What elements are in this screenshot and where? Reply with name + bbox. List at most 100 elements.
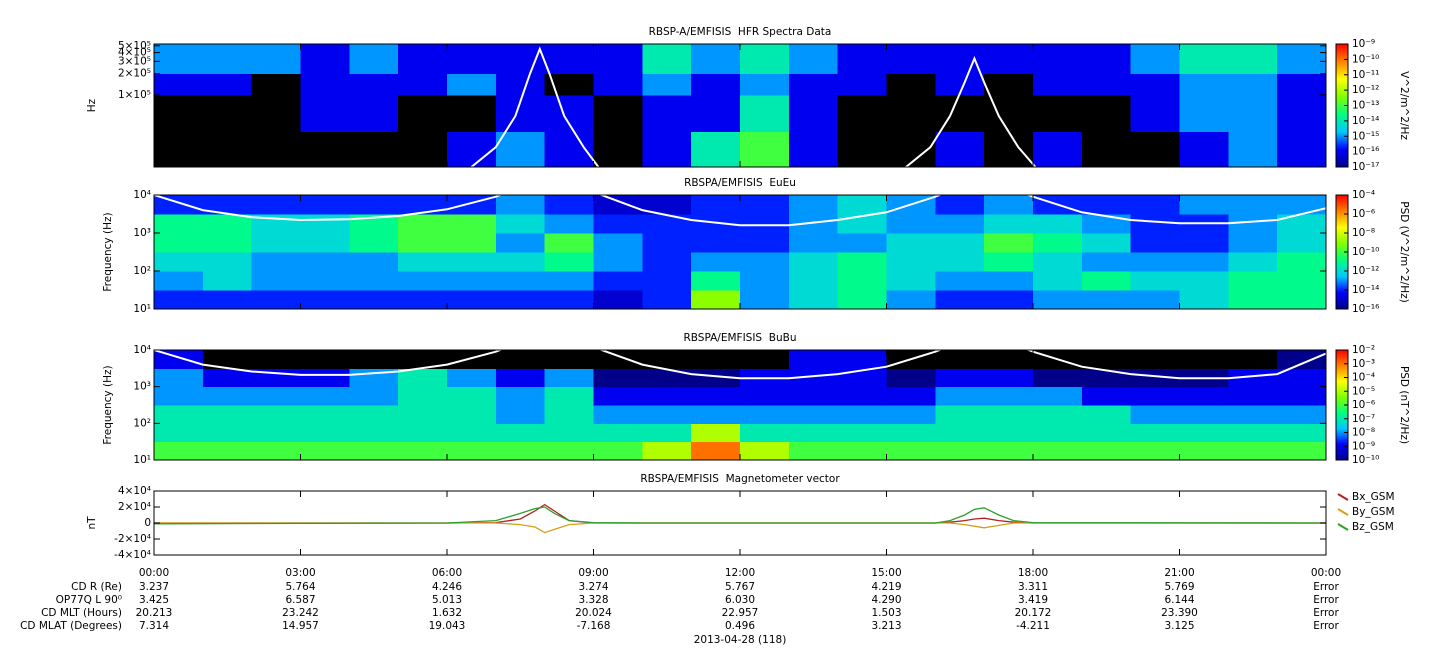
spectrogram-cell (154, 195, 204, 215)
y-tick-label: 10² (133, 417, 151, 429)
spectrogram-cell (886, 214, 936, 234)
ephemeris-value: 19.043 (429, 620, 466, 632)
spectrogram-cell (202, 350, 253, 369)
spectrogram-cell (740, 94, 790, 133)
spectrogram-cell (788, 131, 839, 167)
spectrogram-cell (202, 233, 253, 253)
spectrogram-cell (1130, 350, 1180, 369)
ephemeris-value: -4.211 (1016, 620, 1050, 632)
y-tick-label: 10³ (133, 227, 151, 239)
spectrogram-cell (1179, 73, 1229, 96)
y-tick-label: 10⁴ (133, 189, 151, 201)
spectrogram-cell (544, 405, 594, 424)
spectrogram-cell (1179, 252, 1229, 272)
spectrogram-cell (593, 131, 643, 167)
spectrogram-cell (1033, 423, 1083, 443)
spectrogram-cell (1179, 94, 1229, 133)
colorbar-tick-label: 10⁻⁸ (1352, 427, 1375, 439)
spectrogram-cell (544, 441, 594, 460)
spectrogram-cell (886, 252, 936, 272)
spectrogram-cell (788, 195, 839, 215)
spectrogram-cell (251, 423, 301, 443)
spectrogram-cell (251, 131, 301, 167)
ephemeris-value: 20.172 (1015, 607, 1052, 619)
spectrogram-cell (1179, 350, 1229, 369)
panel-title: RBSPA/EMFISIS EuEu (684, 177, 796, 189)
spectrogram-cell (984, 405, 1034, 424)
spectrogram-cell (984, 368, 1034, 388)
spectrogram-cell (984, 252, 1034, 272)
spectrogram-cell (642, 290, 692, 309)
spectrogram-cell (349, 290, 399, 309)
spectrogram-cell (398, 131, 448, 167)
spectrogram-cell (349, 195, 399, 215)
spectrogram-cell (691, 386, 741, 406)
spectrogram-cell (1277, 131, 1326, 167)
spectrogram-cell (1277, 423, 1326, 443)
spectrogram-cell (154, 233, 204, 253)
spectrogram-cell (154, 252, 204, 272)
spectrogram-cell (740, 214, 790, 234)
colorbar-tick-label: 10⁻¹⁴ (1352, 115, 1379, 127)
spectrogram-cell (447, 405, 497, 424)
spectrogram-cell (642, 44, 692, 75)
spectrogram-cell (1277, 233, 1326, 253)
spectrogram-cell (154, 44, 204, 75)
spectrogram-cell (154, 368, 204, 388)
spectrogram-cell (1277, 368, 1326, 388)
spectrogram-cell (202, 271, 253, 291)
spectrogram-cell (1081, 233, 1132, 253)
spectrogram-cell (349, 386, 399, 406)
spectrogram-cell (1081, 423, 1132, 443)
spectrogram-cell (1179, 271, 1229, 291)
colorbar-tick-label: 10⁻¹⁰ (1352, 454, 1379, 466)
spectrogram-cell (495, 441, 546, 460)
x-tick-label: 09:00 (578, 567, 608, 579)
spectrogram-cell (544, 290, 594, 309)
spectrogram-cell (1033, 94, 1083, 133)
ephemeris-value: -7.168 (577, 620, 611, 632)
spectrogram-cell (1228, 350, 1278, 369)
y-tick-label: 10³ (133, 381, 151, 393)
y-tick-label: -2×10⁴ (114, 533, 151, 545)
series-line (154, 522, 1326, 534)
spectrogram-cell (1277, 195, 1326, 215)
ephemeris-value: 0.496 (725, 620, 755, 632)
spectrogram-cell (447, 441, 497, 460)
spectrogram-cell (642, 214, 692, 234)
legend-label: By_GSM (1352, 506, 1395, 518)
spectrogram-cell (740, 131, 790, 167)
spectrogram-cell (788, 386, 839, 406)
spectrogram-cell (1228, 386, 1278, 406)
spectrogram-cell (1228, 290, 1278, 309)
spectrogram-cell (1033, 368, 1083, 388)
legend-label: Bz_GSM (1352, 521, 1394, 533)
spectrogram-cell (740, 441, 790, 460)
spectrogram-cell (837, 131, 887, 167)
colorbar-tick-label: 10⁻⁷ (1352, 413, 1375, 425)
spectrogram-cell (544, 44, 594, 75)
spectrogram-cell (593, 368, 643, 388)
spectrogram-cell (251, 73, 301, 96)
colorbar-tick-label: 10⁻⁶ (1352, 399, 1375, 411)
ephemeris-label: CD MLT (Hours) (41, 607, 122, 619)
spectrogram-cell (349, 271, 399, 291)
spectrogram-cell (788, 423, 839, 443)
spectrogram-cell (251, 233, 301, 253)
spectrogram-cell (349, 350, 399, 369)
spectrogram-cell (398, 233, 448, 253)
ephemeris-value: 22.957 (722, 607, 759, 619)
spectrogram-cell (984, 290, 1034, 309)
spectrogram-cell (1130, 290, 1180, 309)
y-tick-label: 10² (133, 265, 151, 277)
legend-swatch (1337, 508, 1349, 516)
spectrogram-cell (447, 73, 497, 96)
spectrogram-cell (495, 368, 546, 388)
y-tick-label: 2×10⁵ (118, 68, 151, 80)
spectrogram-cell (1130, 368, 1180, 388)
spectrogram-cell (300, 233, 350, 253)
spectrogram-cell (691, 423, 741, 443)
spectrogram-cell (1277, 405, 1326, 424)
spectrogram-cell (593, 405, 643, 424)
spectrogram-cell (1130, 423, 1180, 443)
